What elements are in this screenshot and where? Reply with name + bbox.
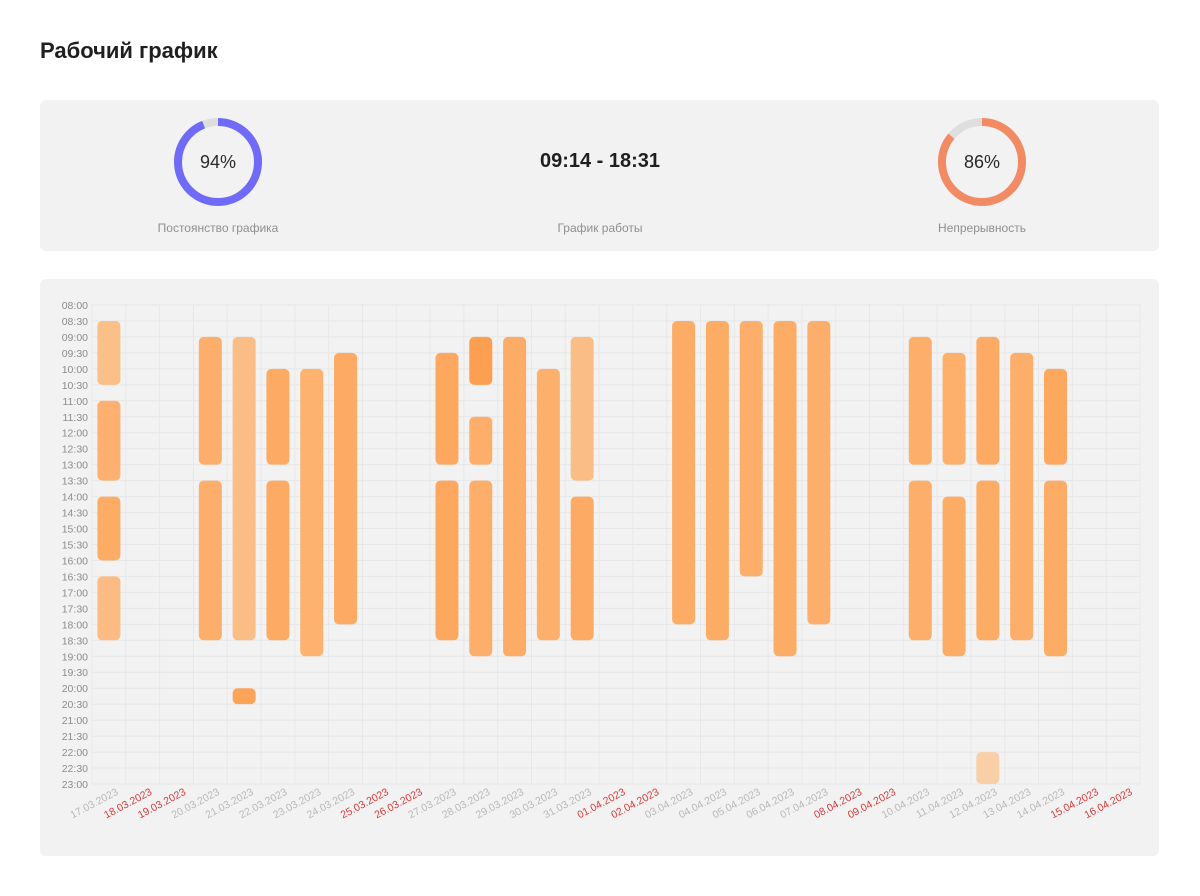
continuity-stat: 86% Непрерывность — [852, 100, 1112, 235]
y-tick-label: 13:00 — [62, 460, 88, 472]
session-bar — [739, 320, 763, 577]
y-tick-label: 12:30 — [62, 444, 88, 456]
session-bar — [1010, 352, 1034, 641]
session-bar — [942, 496, 966, 657]
consistency-donut-arc — [174, 118, 262, 206]
y-tick-label: 22:30 — [62, 763, 88, 775]
y-tick-label: 20:00 — [62, 683, 88, 695]
session-bar — [334, 352, 358, 625]
session-bar — [976, 480, 1000, 641]
y-tick-label: 17:30 — [62, 603, 88, 615]
session-bar — [232, 688, 256, 705]
y-tick-label: 14:30 — [62, 508, 88, 520]
y-tick-label: 15:30 — [62, 540, 88, 552]
session-bar — [976, 752, 1000, 784]
y-tick-label: 16:30 — [62, 571, 88, 583]
y-tick-label: 21:30 — [62, 731, 88, 743]
y-tick-label: 14:00 — [62, 492, 88, 504]
session-bar — [773, 320, 797, 657]
y-tick-label: 10:30 — [62, 380, 88, 392]
session-bar — [1043, 480, 1067, 657]
session-bar — [266, 480, 290, 641]
session-bar — [232, 336, 256, 641]
session-bar — [97, 320, 121, 385]
y-tick-label: 08:00 — [62, 300, 88, 312]
session-bar — [908, 336, 932, 465]
consistency-stat: 94% Постоянство графика — [88, 100, 348, 235]
session-bar — [97, 496, 121, 561]
y-tick-label: 18:00 — [62, 619, 88, 631]
continuity-value: 86% — [964, 152, 1000, 172]
session-bar — [266, 368, 290, 465]
schedule-chart: 08:00 08:30 09:00 09:30 10:00 10:30 11:00 11:30… — [62, 300, 1141, 821]
session-bar — [198, 480, 222, 641]
y-tick-label: 13:30 — [62, 476, 88, 488]
y-tick-label: 08:30 — [62, 316, 88, 328]
session-bar — [435, 352, 459, 465]
schedule-value: 09:14 - 18:31 — [539, 150, 661, 172]
continuity-donut: 86% — [938, 118, 1026, 206]
y-tick-label: 19:00 — [62, 651, 88, 663]
session-bar — [570, 496, 594, 641]
consistency-donut: 94% — [174, 118, 262, 206]
consistency-value: 94% — [200, 152, 236, 172]
y-tick-label: 20:30 — [62, 699, 88, 711]
continuity-donut-arc — [938, 118, 1026, 206]
session-bar — [570, 336, 594, 481]
y-tick-label: 10:00 — [62, 364, 88, 376]
y-tick-label: 23:00 — [62, 779, 88, 791]
session-bar — [469, 480, 493, 657]
y-tick-label: 15:00 — [62, 524, 88, 536]
session-bar — [976, 336, 1000, 465]
session-bar — [469, 416, 493, 465]
schedule-chart-card: 08:00 08:30 09:00 09:30 10:00 10:30 11:00 11:30… — [40, 279, 1159, 856]
session-bar — [198, 336, 222, 465]
stats-card: 94% Постоянство графика 09:14 - 18:31 Гр… — [40, 100, 1159, 251]
y-tick-label: 11:30 — [63, 412, 89, 424]
continuity-label: Непрерывность — [938, 221, 1026, 235]
session-bar — [705, 320, 729, 641]
schedule-label: График работы — [557, 221, 643, 235]
session-bar — [97, 400, 121, 481]
y-tick-label: 09:30 — [62, 348, 88, 360]
session-bar — [1043, 368, 1067, 465]
y-tick-label: 22:00 — [62, 747, 88, 759]
session-bar — [469, 336, 493, 385]
session-bar — [807, 320, 831, 625]
session-bar — [672, 320, 696, 625]
y-tick-label: 21:00 — [62, 715, 88, 727]
consistency-label: Постоянство графика — [157, 221, 279, 235]
page-title: Рабочий график — [40, 38, 218, 63]
session-bar — [97, 576, 121, 641]
session-bar — [435, 480, 459, 641]
y-tick-label: 19:30 — [62, 667, 88, 679]
y-tick-label: 17:00 — [62, 587, 88, 599]
session-bar — [536, 368, 560, 641]
session-bar — [300, 368, 324, 657]
session-bar — [942, 352, 966, 465]
y-tick-label: 09:00 — [62, 332, 88, 344]
y-tick-label: 16:00 — [62, 555, 88, 567]
session-bar — [503, 336, 527, 657]
y-tick-label: 18:30 — [62, 635, 88, 647]
session-bar — [908, 480, 932, 641]
y-tick-label: 12:00 — [62, 428, 88, 440]
y-tick-label: 11:00 — [63, 396, 89, 408]
